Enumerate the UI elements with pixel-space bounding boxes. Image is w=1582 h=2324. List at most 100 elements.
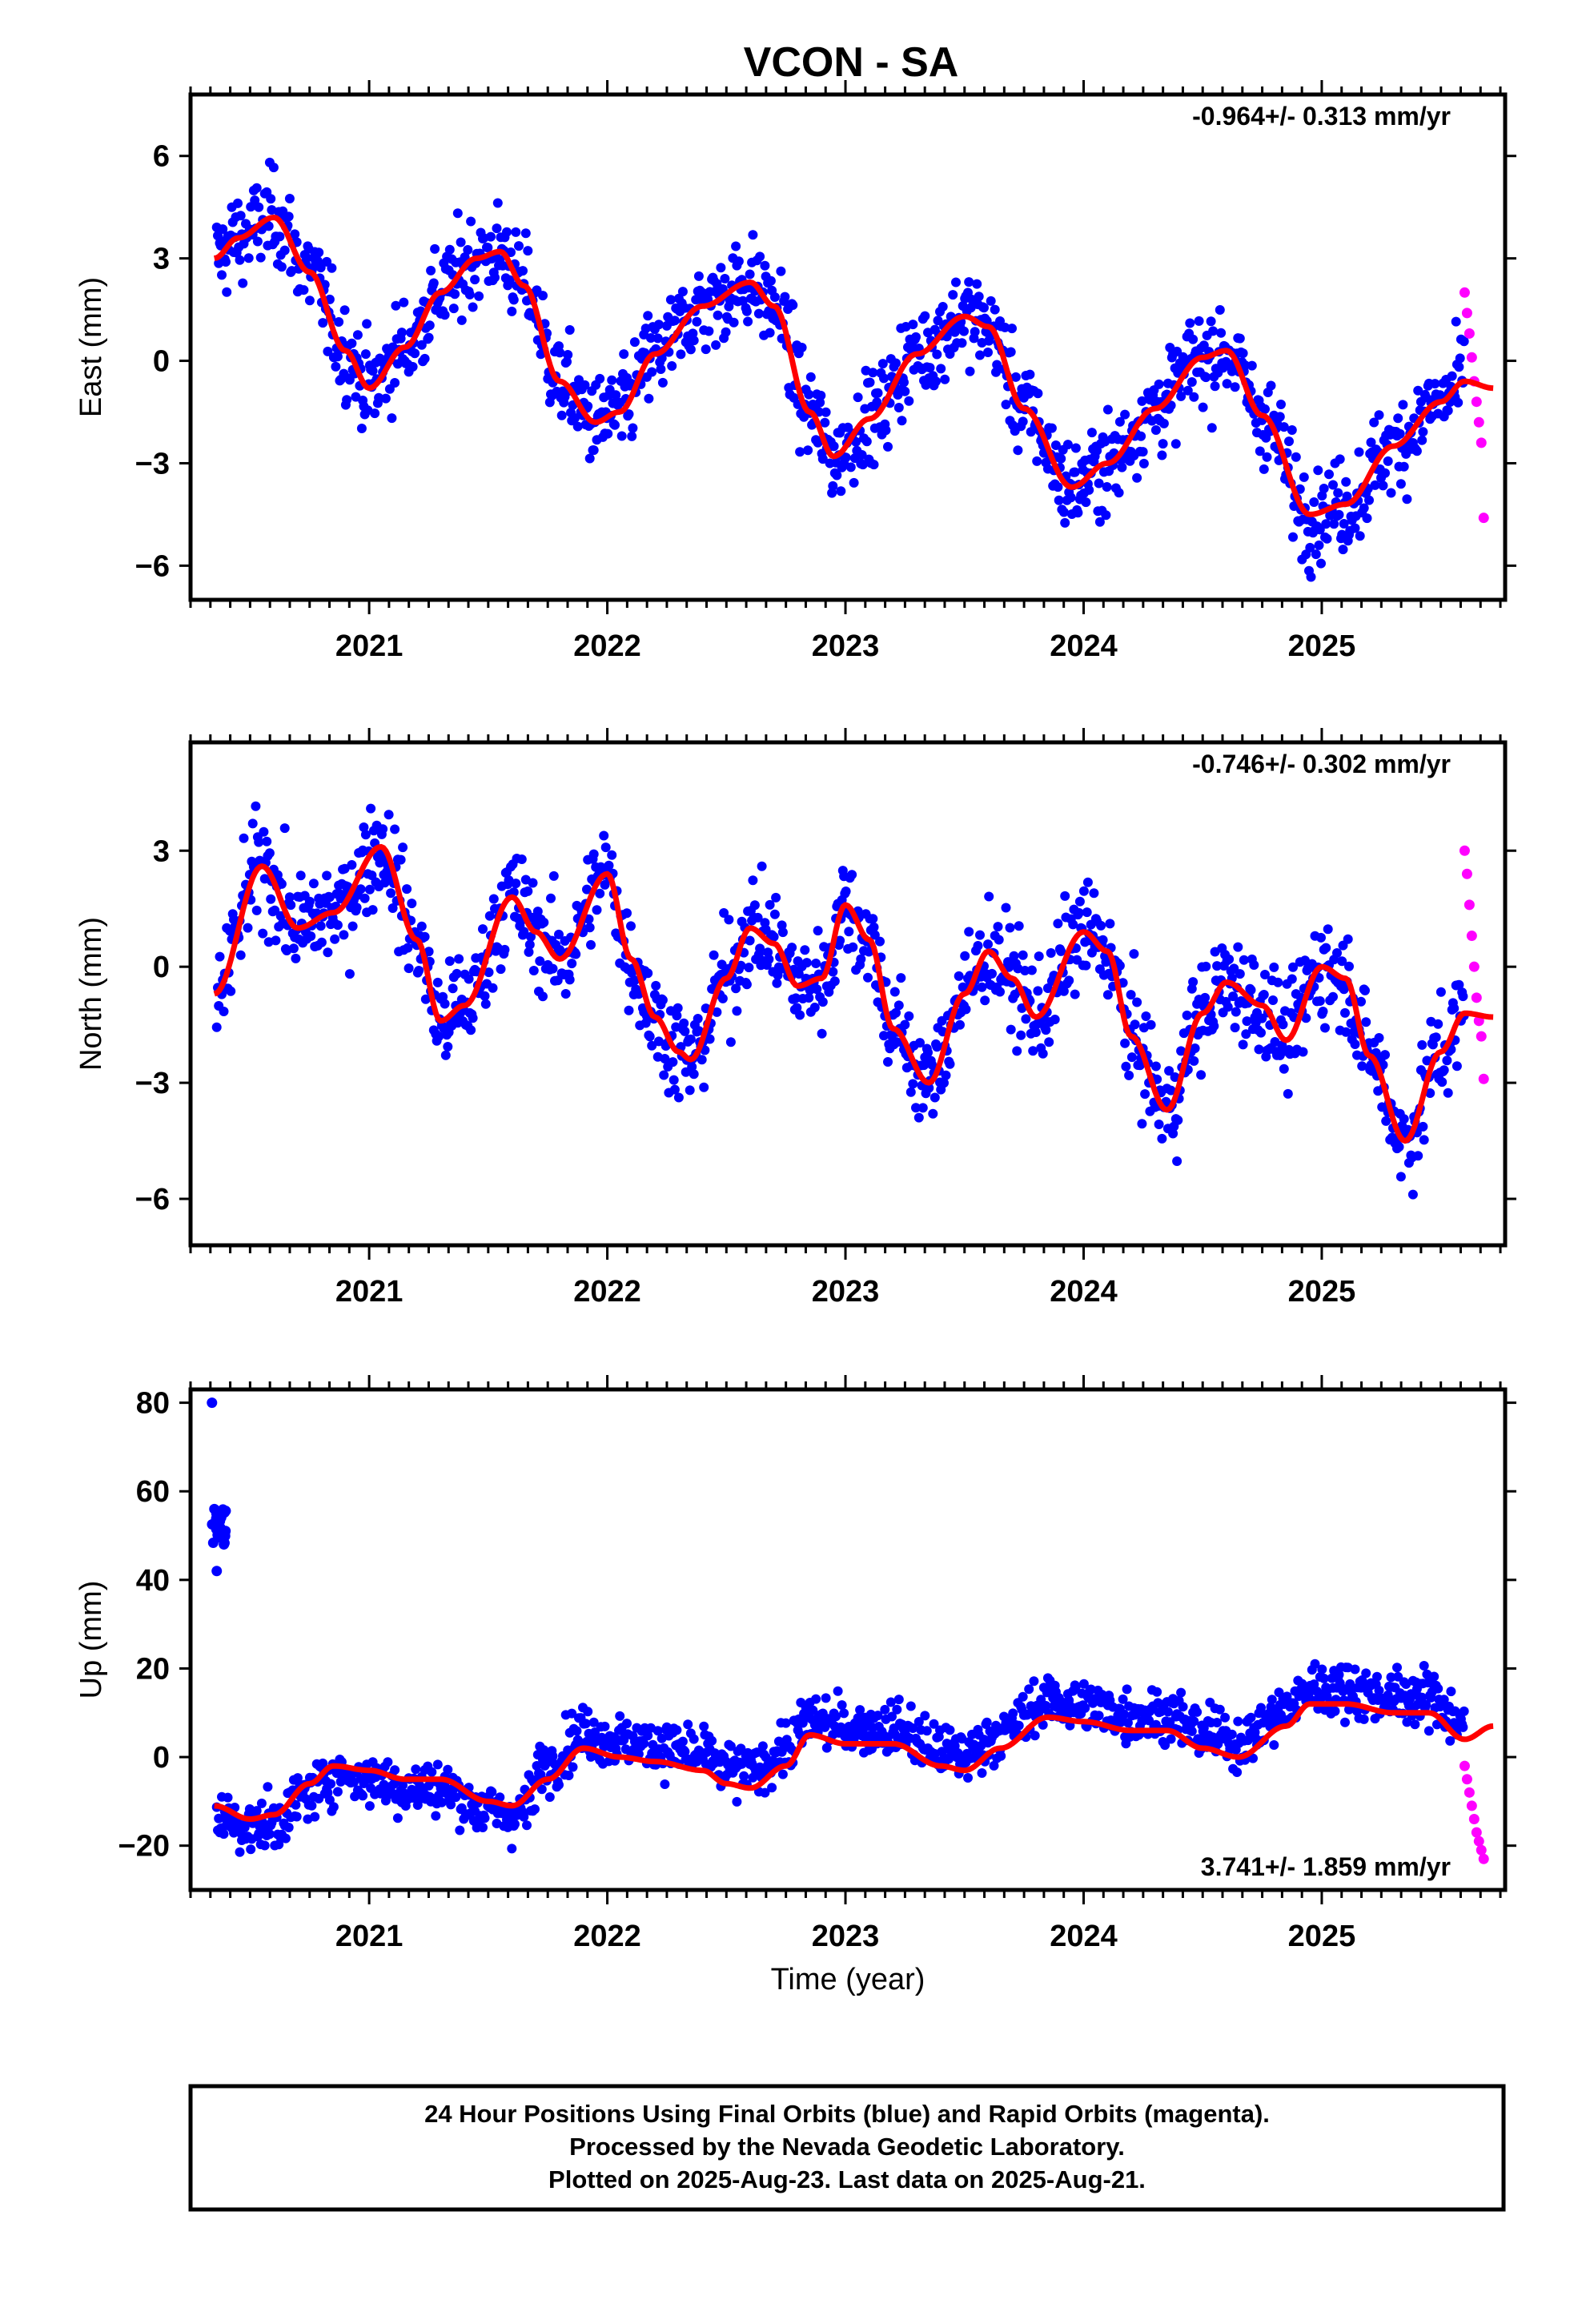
final-point <box>290 229 300 239</box>
final-point <box>793 969 804 979</box>
final-point <box>628 423 638 433</box>
final-point <box>647 367 657 377</box>
final-point <box>697 1055 707 1065</box>
final-point <box>487 1787 497 1797</box>
final-point <box>660 1054 670 1063</box>
final-point <box>673 1092 684 1103</box>
final-point <box>1025 369 1035 380</box>
final-point <box>1207 423 1217 433</box>
fit-curve <box>213 843 1494 1144</box>
final-point <box>841 887 851 896</box>
final-point <box>989 1760 999 1771</box>
final-point <box>889 987 900 997</box>
final-point <box>483 243 493 253</box>
final-point <box>1000 322 1010 332</box>
final-point <box>1399 1114 1409 1124</box>
final-point <box>1380 1050 1390 1060</box>
final-point <box>1008 1708 1018 1719</box>
final-point <box>1009 951 1019 961</box>
final-point <box>440 310 450 320</box>
final-point <box>1372 1671 1382 1682</box>
final-point <box>331 361 341 372</box>
final-point <box>1124 1070 1134 1080</box>
final-point <box>567 1708 577 1719</box>
final-point <box>1238 1039 1248 1050</box>
x-axis-label: Time (year) <box>771 1963 926 1996</box>
final-point <box>767 1783 777 1793</box>
final-point <box>484 967 494 978</box>
final-point <box>1288 962 1298 972</box>
final-point <box>781 1718 791 1728</box>
final-point <box>1314 540 1324 550</box>
final-point <box>1362 513 1372 524</box>
final-point <box>1101 510 1111 521</box>
final-point <box>1255 446 1265 456</box>
final-point <box>1451 316 1461 327</box>
final-point <box>944 1754 954 1764</box>
final-point <box>865 377 875 388</box>
final-point <box>729 317 739 328</box>
final-point <box>364 1801 375 1811</box>
final-point <box>769 931 779 942</box>
footer-line-3: Plotted on 2025-Aug-23. Last data on 202… <box>548 2165 1146 2193</box>
final-point <box>1319 1673 1329 1683</box>
final-point <box>845 462 856 472</box>
final-point <box>719 908 729 918</box>
final-point <box>1041 1701 1051 1711</box>
final-point <box>1339 519 1349 529</box>
y-tick-label: 60 <box>136 1475 170 1509</box>
final-point <box>1081 497 1091 508</box>
final-point <box>392 1813 403 1823</box>
final-point <box>416 921 427 931</box>
final-point <box>1283 1088 1293 1099</box>
final-point <box>239 833 249 843</box>
final-point <box>304 896 315 907</box>
final-point <box>223 1792 233 1803</box>
final-point <box>292 1773 303 1783</box>
final-point <box>1235 969 1245 979</box>
final-point <box>432 977 443 987</box>
final-point <box>324 1795 335 1805</box>
final-point <box>927 1059 937 1070</box>
final-point <box>295 870 306 881</box>
final-point <box>532 907 543 917</box>
rapid-orbit-point <box>1461 868 1472 879</box>
final-point <box>508 295 519 305</box>
final-point <box>938 302 948 312</box>
final-point <box>1317 1664 1327 1675</box>
final-point <box>514 241 524 251</box>
final-point <box>1273 977 1283 987</box>
final-point <box>911 332 921 342</box>
final-point <box>1201 961 1211 971</box>
rapid-orbit-point <box>1478 513 1489 524</box>
final-point <box>219 1829 229 1839</box>
final-point <box>651 980 661 991</box>
final-point <box>211 1022 222 1032</box>
final-point <box>1407 1189 1418 1200</box>
final-point <box>554 929 564 939</box>
final-point <box>246 1844 256 1855</box>
final-point <box>787 943 797 953</box>
final-point <box>1198 402 1208 412</box>
final-point <box>1342 491 1352 501</box>
final-point <box>1354 447 1364 457</box>
final-point <box>765 328 775 338</box>
final-point <box>883 441 893 452</box>
final-point <box>366 803 376 814</box>
final-point <box>717 993 728 1003</box>
final-point <box>1318 1007 1328 1016</box>
final-point <box>979 303 989 313</box>
final-point <box>318 318 328 328</box>
final-point <box>327 263 337 273</box>
final-point <box>797 343 807 352</box>
final-point <box>1247 360 1257 371</box>
final-point <box>717 283 728 294</box>
final-point <box>955 1019 965 1030</box>
final-point <box>1316 932 1326 943</box>
final-point <box>367 905 378 915</box>
final-point <box>996 1751 1006 1761</box>
final-point <box>332 352 343 362</box>
final-point <box>275 231 285 242</box>
final-point <box>310 1811 320 1822</box>
final-point <box>607 850 617 860</box>
